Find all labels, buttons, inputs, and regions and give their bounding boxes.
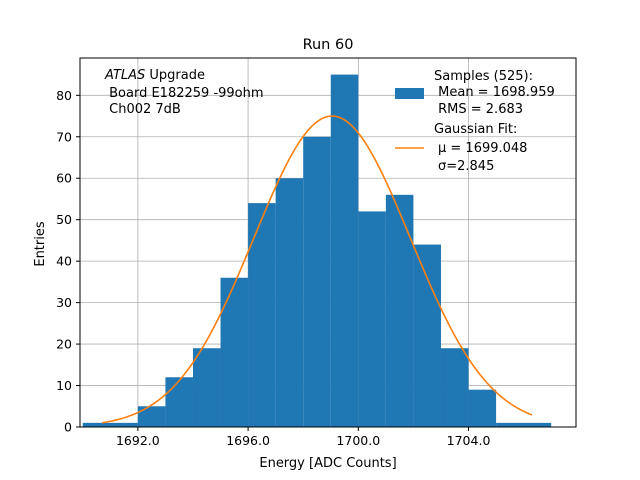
legend-rms-label: RMS = 2.683 bbox=[434, 102, 523, 117]
x-tick-label-0: 1692.0 bbox=[116, 433, 160, 448]
histogram-bar-11 bbox=[413, 244, 441, 427]
plot-frame bbox=[79, 57, 577, 428]
annotation-atlas: ATLAS bbox=[104, 68, 145, 83]
histogram-bar-9 bbox=[358, 211, 386, 427]
y-tick-label-1: 10 bbox=[56, 378, 72, 393]
gaussian-fit-layer bbox=[101, 115, 533, 424]
histogram-bar-2 bbox=[165, 377, 193, 427]
y-axis-label: Entries bbox=[33, 221, 48, 267]
y-tick-label-7: 70 bbox=[56, 129, 72, 144]
y-tick-label-8: 80 bbox=[56, 88, 72, 103]
histogram-bar-0 bbox=[82, 422, 138, 427]
gaussian-fit-curve bbox=[101, 115, 533, 424]
annotation-line-2: Board E182259 -99ohm bbox=[105, 86, 264, 101]
annotation-line-3: Ch002 7dB bbox=[105, 102, 181, 117]
legend-mean-label: Mean = 1698.959 bbox=[434, 85, 555, 100]
histogram-bar-10 bbox=[385, 194, 414, 427]
annotation-line-1: ATLAS Upgrade bbox=[104, 68, 205, 83]
histogram-bar-4 bbox=[220, 277, 249, 427]
x-axis-label: Energy [ADC Counts] bbox=[259, 456, 396, 471]
y-tick-label-3: 30 bbox=[56, 295, 72, 310]
histogram-bar-8 bbox=[330, 74, 359, 428]
legend-fit-title: Gaussian Fit: bbox=[434, 122, 517, 137]
chart-title: Run 60 bbox=[303, 37, 354, 53]
annotation-upgrade: Upgrade bbox=[145, 68, 205, 83]
legend-samples-label: Samples (525): bbox=[434, 69, 533, 84]
legend: Samples (525): Mean = 1698.959 RMS = 2.6… bbox=[395, 69, 555, 174]
histogram-bar-3 bbox=[192, 348, 221, 427]
histogram-bars bbox=[82, 74, 552, 428]
histogram-bar-1 bbox=[137, 406, 166, 427]
histogram-bar-6 bbox=[275, 178, 304, 427]
atlas-annotation: ATLAS Upgrade Board E182259 -99ohm Ch002… bbox=[104, 68, 264, 117]
y-tick-label-4: 40 bbox=[56, 254, 72, 269]
y-tick-label-0: 0 bbox=[64, 420, 72, 435]
x-tick-label-2: 1700.0 bbox=[336, 433, 380, 448]
ticks: 1692.0 1696.0 1700.0 1704.0 0 10 20 30 40 50 60 70 8… bbox=[56, 88, 490, 448]
histogram-bar-13 bbox=[468, 389, 497, 427]
x-tick-label-1: 1696.0 bbox=[226, 433, 270, 448]
histogram-bar-5 bbox=[248, 203, 276, 427]
y-tick-label-2: 20 bbox=[56, 337, 72, 352]
y-tick-label-5: 50 bbox=[56, 212, 72, 227]
legend-histogram-swatch bbox=[395, 88, 424, 99]
x-tick-label-3: 1704.0 bbox=[447, 433, 491, 448]
histogram-bar-7 bbox=[303, 136, 331, 428]
axes bbox=[79, 57, 577, 428]
legend-sigma-label: σ=2.845 bbox=[438, 159, 494, 174]
y-tick-label-6: 60 bbox=[56, 171, 72, 186]
legend-mu-label: μ = 1699.048 bbox=[438, 141, 527, 156]
histogram-bar-12 bbox=[440, 348, 469, 427]
histogram-bar-14 bbox=[496, 422, 552, 427]
